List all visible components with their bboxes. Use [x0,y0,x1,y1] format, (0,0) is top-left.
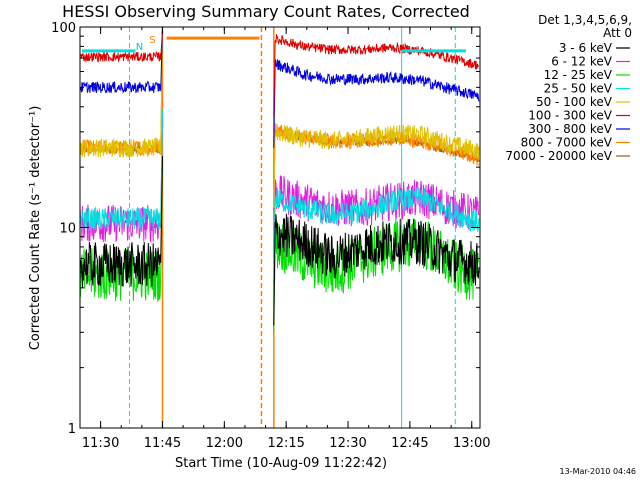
x-axis-label: Start Time (10-Aug-09 11:22:42) [175,456,387,471]
series-line-pre-5 [80,27,163,63]
x-tick-label-0: 11:30 [82,436,119,451]
y-axis-label: Corrected Count Rate (s⁻¹ detector⁻¹) [28,106,43,351]
y-tick-label-2: 100 [51,21,76,36]
legend-header-line-1: Det 1,3,4,5,6,9, [538,13,632,27]
series-line-pre-0 [79,155,163,288]
legend-label-7: 800 - 7000 keV [521,136,613,150]
legend-header-line-2: Att 0 [603,26,632,40]
legend-label-3: 25 - 50 keV [544,82,613,96]
series-line-pre-6 [79,27,163,94]
legend-label-6: 300 - 800 keV [528,122,612,136]
series-line-post-4 [273,124,480,209]
x-tick-label-3: 12:15 [267,436,304,451]
timestamp: 13-Mar-2010 04:46 [560,467,637,476]
x-tick-label-4: 12:30 [329,436,366,451]
legend-label-0: 3 - 6 keV [559,41,613,55]
marker-N: N [136,42,143,53]
series-line-pre-3 [79,110,163,231]
series-line-post-0 [273,213,480,326]
marker-S: S [149,35,155,46]
legend-label-8: 7000 - 20000 keV [505,149,612,163]
x-tick-label-5: 12:45 [391,436,428,451]
legend-label-2: 12 - 25 keV [544,68,613,82]
legend-label-4: 50 - 100 keV [536,95,613,109]
x-tick-label-2: 12:00 [206,436,243,451]
series-line-pre-4 [79,38,163,158]
chart-title: HESSI Observing Summary Count Rates, Cor… [62,2,470,21]
x-tick-label-6: 13:00 [453,436,490,451]
y-tick-label-1: 10 [59,222,76,237]
legend-label-1: 6 - 12 keV [551,55,613,69]
legend-label-5: 100 - 300 keV [528,109,612,123]
plot-area: NS 11:30 11:45 12:00 12:15 12:30 12:45 13:00 1 1… [51,21,490,451]
series-line-post-3 [273,187,480,280]
x-tick-label-1: 11:45 [144,436,181,451]
series-line-post-6 [273,59,480,148]
y-tick-label-0: 1 [68,422,76,437]
series-line-post-5 [273,34,480,118]
